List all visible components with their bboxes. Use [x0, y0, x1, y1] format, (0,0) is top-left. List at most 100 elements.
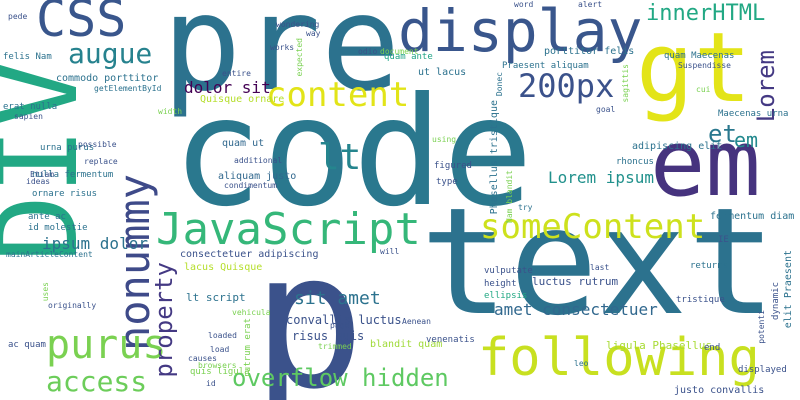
word: returns [690, 261, 728, 271]
word: porttitor felis [544, 46, 635, 57]
word: leo [574, 359, 589, 368]
word: wondering [276, 20, 320, 29]
word: browsers [198, 361, 237, 370]
word: quis ligula [190, 367, 250, 377]
word: quam Maecenas [664, 51, 735, 61]
word: ipsum dolor [42, 234, 148, 253]
word: convallis luctus [286, 313, 402, 327]
word: aliquam justo [218, 171, 297, 182]
word: pre [162, 0, 401, 121]
word: goal [596, 105, 616, 114]
word: ideas [26, 177, 51, 186]
word: causes [188, 354, 217, 363]
word: lacus Quisque [184, 262, 263, 273]
word: load [210, 345, 230, 354]
word: felis Nam [3, 52, 52, 62]
word: 200px [518, 67, 615, 105]
word: Nam blandit [505, 170, 514, 223]
word: displayed [738, 365, 787, 375]
word: sit amet [294, 288, 381, 309]
word: mainArticleContent [6, 250, 93, 259]
word: following [478, 328, 760, 388]
word: access [46, 365, 148, 398]
word: someContent [480, 207, 706, 247]
word: lt script [186, 291, 246, 304]
word: document [380, 47, 419, 56]
word: height [484, 279, 517, 289]
word: text [420, 176, 777, 348]
word: overflow hidden [232, 364, 449, 392]
word: Lorem ipsum [548, 168, 654, 187]
word: em [650, 110, 761, 217]
word: page [330, 321, 350, 330]
word: potenti [757, 310, 766, 344]
word: et [708, 120, 737, 148]
word: Aenean [402, 317, 431, 326]
word: getElementById [94, 84, 162, 93]
word: Quisque ornare [200, 94, 285, 105]
word: using [432, 135, 457, 144]
word: way [306, 29, 321, 38]
word: type [436, 177, 458, 187]
word: will [380, 247, 400, 256]
word: nulla fermentum [32, 170, 114, 180]
word: Praesent aliquam [502, 61, 589, 71]
word: odio [358, 47, 378, 56]
word: originally [48, 301, 97, 310]
word: erat nulla [3, 102, 58, 112]
word: gt [636, 12, 752, 124]
word: amet consectetuer [494, 300, 658, 319]
word: elit Praesent [783, 250, 794, 329]
word: venenatis [426, 335, 475, 345]
word: Donec [495, 72, 504, 97]
word: pede [8, 12, 28, 21]
word: figured [434, 161, 472, 171]
word: ut lacus [418, 67, 467, 78]
word: code [172, 66, 534, 240]
word: adipiscing elit [632, 141, 723, 152]
word: word [514, 0, 534, 9]
word: tristique [676, 295, 725, 305]
word: innerHTML [646, 1, 766, 26]
word: display [398, 0, 643, 65]
word: JavaScript [156, 204, 421, 255]
word: fermentum diam [710, 211, 795, 222]
word: sagittis [621, 64, 630, 103]
word: width [158, 107, 183, 116]
word: em [734, 128, 759, 152]
word: quam ut [222, 138, 265, 149]
word: possible [78, 140, 117, 149]
word: uses [41, 282, 50, 302]
word: dolor sit [184, 78, 271, 97]
word: id [206, 379, 216, 388]
word: Maecenas urna [718, 109, 789, 119]
word: p [252, 212, 366, 400]
word: Phasellus tristique [489, 100, 500, 215]
word: vulputate [484, 266, 533, 276]
word: CSS [36, 0, 127, 48]
word: try [518, 203, 533, 212]
word: blandit quam [370, 339, 443, 350]
word: lt [318, 137, 362, 178]
word: commodo porttitor [56, 73, 159, 84]
word: quam ante [384, 52, 433, 62]
word: last [590, 263, 610, 272]
word: end [704, 343, 721, 353]
word: expected [295, 38, 304, 77]
word: trimmed [318, 342, 352, 351]
word: cui [696, 85, 711, 94]
word: augue [68, 37, 153, 70]
word: consectetuer adipiscing [180, 249, 319, 260]
word: rutrum erat [243, 318, 253, 378]
word: purus [46, 322, 167, 368]
word: IE [718, 235, 729, 245]
word: ac quam [8, 340, 46, 350]
word: entire [222, 69, 251, 78]
word: urna purus [40, 143, 95, 153]
word: content [266, 75, 410, 115]
word: luctus rutrum [532, 275, 619, 288]
word: ligula Phasellus [606, 339, 712, 352]
word: sapien [14, 112, 43, 121]
word: loaded [208, 331, 237, 340]
